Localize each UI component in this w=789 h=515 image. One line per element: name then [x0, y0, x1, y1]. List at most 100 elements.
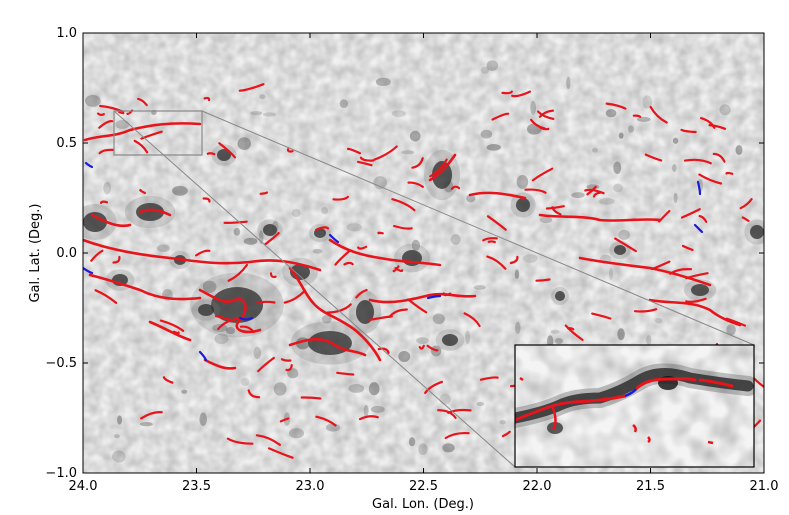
filament-segment	[418, 344, 425, 350]
filament-segment	[649, 105, 668, 124]
filament-segment	[391, 198, 416, 212]
filament-segment	[359, 156, 375, 162]
emission-speck	[719, 104, 731, 116]
filament-segment	[712, 152, 726, 163]
zoom-line-lower	[113, 110, 516, 468]
filament-segment	[429, 158, 448, 178]
filament-segment	[269, 272, 277, 279]
emission-speck	[618, 229, 630, 240]
emission-speck	[273, 382, 287, 396]
filament-segment	[486, 215, 507, 231]
zoom-line-upper	[201, 110, 755, 346]
filament-spine	[83, 122, 202, 142]
filament-segment	[591, 312, 612, 320]
filament-segment	[491, 112, 510, 121]
dense-clump	[750, 225, 764, 239]
emission-speck	[348, 384, 365, 393]
clump-halo	[510, 192, 536, 218]
filament-branch	[83, 266, 94, 275]
emission-speck	[672, 137, 679, 144]
emission-speck	[84, 94, 101, 107]
filament-segment	[332, 195, 349, 201]
filament-segment	[218, 142, 236, 159]
emission-speck	[443, 180, 454, 193]
filament-segment	[357, 245, 368, 250]
x-tick-label: 21.5	[636, 479, 665, 494]
filament-segment	[680, 208, 701, 219]
zoom-box	[113, 110, 203, 156]
filament-segment	[501, 90, 513, 95]
filament-branch	[198, 350, 208, 362]
filament-segment	[531, 167, 554, 182]
filament-segment	[388, 308, 408, 318]
emission-speck	[391, 110, 406, 118]
filament-segment	[162, 376, 174, 384]
filament-segment	[326, 303, 352, 314]
filament-spine	[648, 298, 742, 327]
filament-segment	[223, 220, 248, 224]
x-tick-label: 23.5	[182, 479, 211, 494]
filament-segment	[741, 216, 750, 222]
clump-halo	[394, 243, 430, 273]
filament-segment	[357, 160, 373, 167]
emission-speck	[112, 450, 126, 463]
filament-spine	[138, 208, 172, 217]
clump-halo	[282, 257, 318, 287]
emission-speck	[466, 194, 476, 203]
emission-speck	[554, 337, 563, 345]
filament-segment	[315, 415, 337, 427]
filament-segment	[444, 431, 470, 440]
filament-segment	[140, 130, 163, 140]
filament-segment	[238, 83, 265, 92]
emission-speck	[599, 197, 615, 205]
filament-segment	[99, 200, 109, 204]
emission-speck	[439, 393, 451, 405]
emission-speck	[321, 314, 332, 324]
emission-speck	[530, 100, 537, 115]
emission-speck	[473, 285, 486, 290]
emission-speck	[608, 267, 614, 280]
emission-speck	[117, 415, 123, 425]
clump-halo	[309, 224, 331, 242]
emission-speck	[115, 120, 130, 129]
emission-speck	[199, 412, 207, 427]
filament-segment	[247, 389, 261, 399]
emission-speck	[617, 328, 625, 341]
emission-speck	[418, 443, 428, 455]
emission-speck	[312, 248, 323, 254]
filament-segment	[538, 109, 555, 118]
filament-segment	[280, 358, 292, 362]
y-axis-label: Gal. Lat. (Deg.)	[28, 203, 43, 302]
emission-speck	[409, 130, 421, 142]
filament-segment	[605, 102, 627, 110]
emission-speck	[408, 437, 416, 447]
filament-segment	[564, 324, 584, 341]
emission-speck	[398, 350, 411, 362]
dense-clump	[211, 287, 263, 323]
filament-segment	[700, 117, 716, 129]
y-axis-ticks: 1.0 0.5 0.0 −0.5 −1.0	[45, 26, 764, 481]
emission-speck	[646, 335, 652, 346]
emission-speck	[346, 223, 362, 232]
emission-speck	[225, 326, 236, 335]
x-tick-label: 22.5	[409, 479, 438, 494]
filament-segment	[545, 205, 565, 210]
emission-speck	[480, 129, 493, 139]
filament-spine	[368, 292, 477, 304]
filament-segment	[112, 255, 121, 264]
emission-speck	[628, 125, 634, 133]
inset-filament-layer	[515, 376, 734, 445]
filament-segment	[239, 325, 255, 334]
filament-segment	[537, 110, 555, 120]
emission-speck	[243, 237, 258, 245]
filament-spine	[288, 266, 382, 362]
filament-segment	[96, 112, 105, 116]
filament-segment	[685, 297, 707, 303]
filament-branch	[328, 233, 340, 244]
y-tick-label: 0.5	[56, 136, 77, 151]
filament-segment	[447, 408, 472, 414]
filament-segment	[540, 127, 550, 131]
filament-segment	[334, 249, 351, 266]
emission-speck	[339, 99, 349, 108]
